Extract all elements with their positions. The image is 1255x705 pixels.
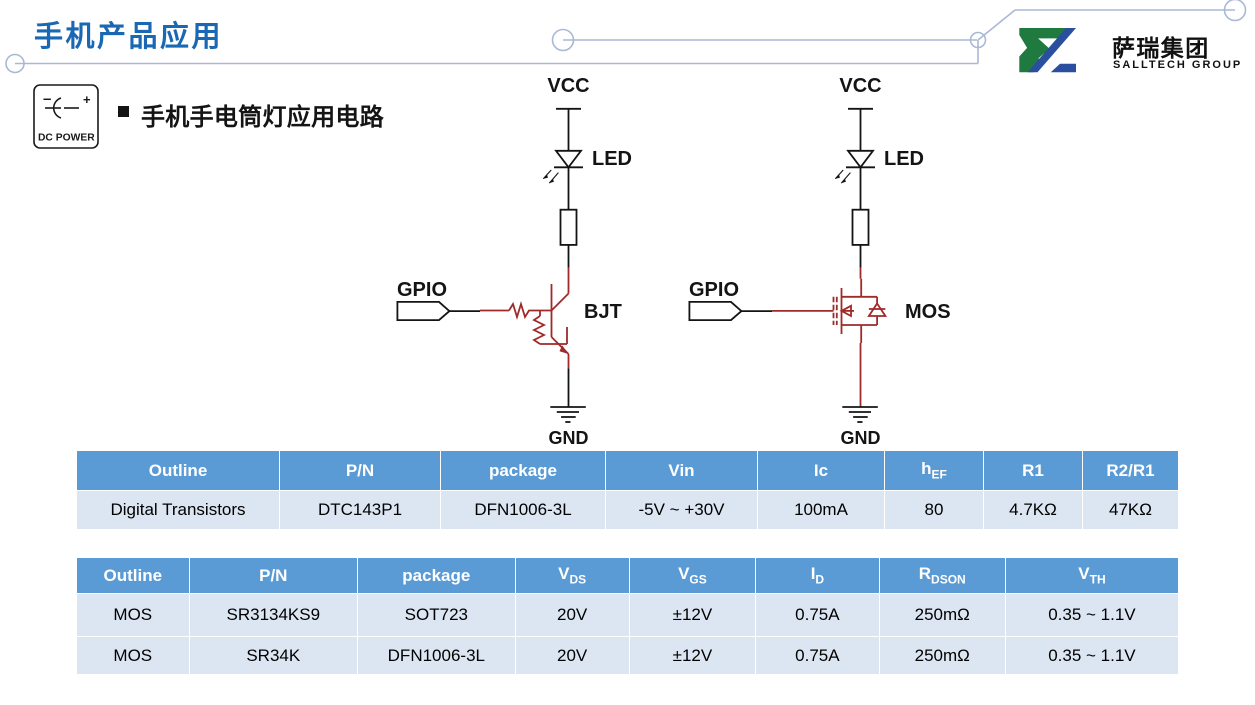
svg-text:VCC: VCC (839, 75, 881, 97)
svg-text:LED: LED (884, 148, 924, 170)
svg-text:MOS: MOS (905, 301, 951, 323)
svg-text:GND: GND (841, 428, 881, 448)
svg-text:GPIO: GPIO (689, 279, 739, 301)
